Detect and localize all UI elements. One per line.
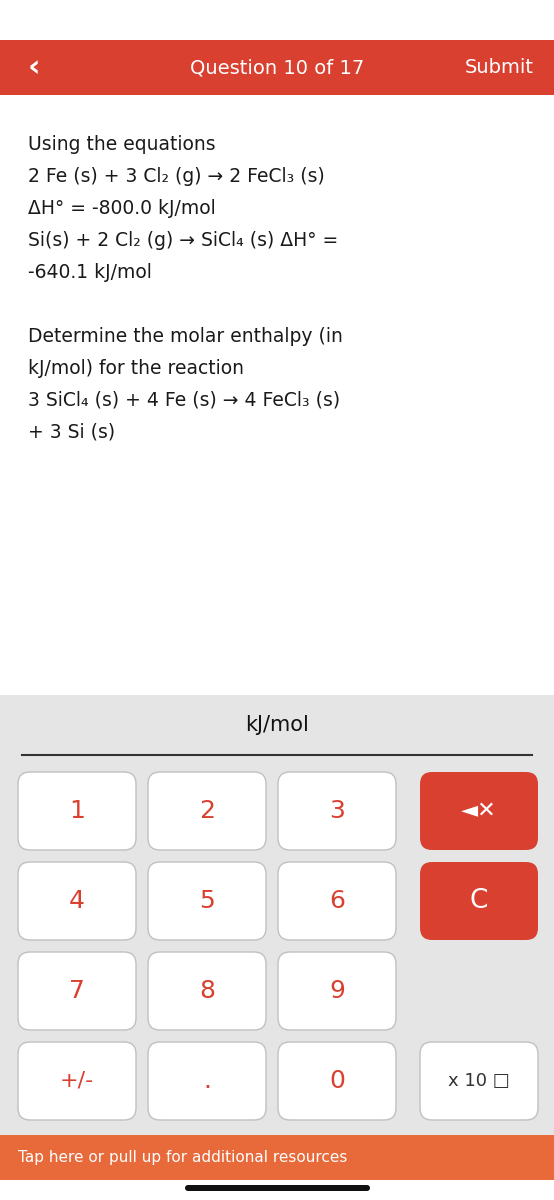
Text: .: . [203,1069,211,1093]
Text: 4: 4 [69,889,85,913]
FancyBboxPatch shape [18,772,136,850]
FancyBboxPatch shape [148,1042,266,1120]
Text: x 10 □: x 10 □ [448,1072,510,1090]
FancyBboxPatch shape [18,1042,136,1120]
Text: 9: 9 [329,979,345,1003]
Text: Question 10 of 17: Question 10 of 17 [190,58,364,77]
Text: Using the equations: Using the equations [28,134,216,154]
Text: + 3 Si (s): + 3 Si (s) [28,422,115,442]
Text: 7: 7 [69,979,85,1003]
FancyBboxPatch shape [278,1042,396,1120]
Bar [0,0,554,40]
Text: -640.1 kJ/mol: -640.1 kJ/mol [28,263,152,282]
Text: +/-: +/- [60,1070,94,1091]
FancyBboxPatch shape [278,862,396,940]
FancyBboxPatch shape [278,772,396,850]
FancyBboxPatch shape [18,952,136,1030]
FancyBboxPatch shape [185,1186,370,1190]
Text: 1: 1 [69,799,85,823]
Text: ‹: ‹ [28,53,40,82]
Text: 5: 5 [199,889,215,913]
Text: ΔH° = -800.0 kJ/mol: ΔH° = -800.0 kJ/mol [28,199,216,218]
Bar [0,40,554,95]
FancyBboxPatch shape [420,862,538,940]
Text: 0: 0 [329,1069,345,1093]
Text: kJ/mol: kJ/mol [245,715,309,734]
Bar [0,1135,554,1180]
Text: 8: 8 [199,979,215,1003]
Text: Determine the molar enthalpy (in: Determine the molar enthalpy (in [28,326,343,346]
Text: 3 SiCl₄ (s) + 4 Fe (s) → 4 FeCl₃ (s): 3 SiCl₄ (s) + 4 Fe (s) → 4 FeCl₃ (s) [28,391,340,410]
Bar [0,695,554,1135]
Text: Submit: Submit [465,58,534,77]
FancyBboxPatch shape [148,772,266,850]
Text: kJ/mol) for the reaction: kJ/mol) for the reaction [28,359,244,378]
Text: Tap here or pull up for additional resources: Tap here or pull up for additional resou… [18,1150,347,1165]
Text: ◄✕: ◄✕ [461,802,497,821]
FancyBboxPatch shape [420,772,538,850]
Text: C: C [470,888,488,914]
FancyBboxPatch shape [420,1042,538,1120]
Text: Si(s) + 2 Cl₂ (g) → SiCl₄ (s) ΔH° =: Si(s) + 2 Cl₂ (g) → SiCl₄ (s) ΔH° = [28,230,338,250]
Text: 6: 6 [329,889,345,913]
Text: 2 Fe (s) + 3 Cl₂ (g) → 2 FeCl₃ (s): 2 Fe (s) + 3 Cl₂ (g) → 2 FeCl₃ (s) [28,167,325,186]
FancyBboxPatch shape [148,862,266,940]
FancyBboxPatch shape [148,952,266,1030]
FancyBboxPatch shape [18,862,136,940]
FancyBboxPatch shape [278,952,396,1030]
Text: 3: 3 [329,799,345,823]
Text: 2: 2 [199,799,215,823]
